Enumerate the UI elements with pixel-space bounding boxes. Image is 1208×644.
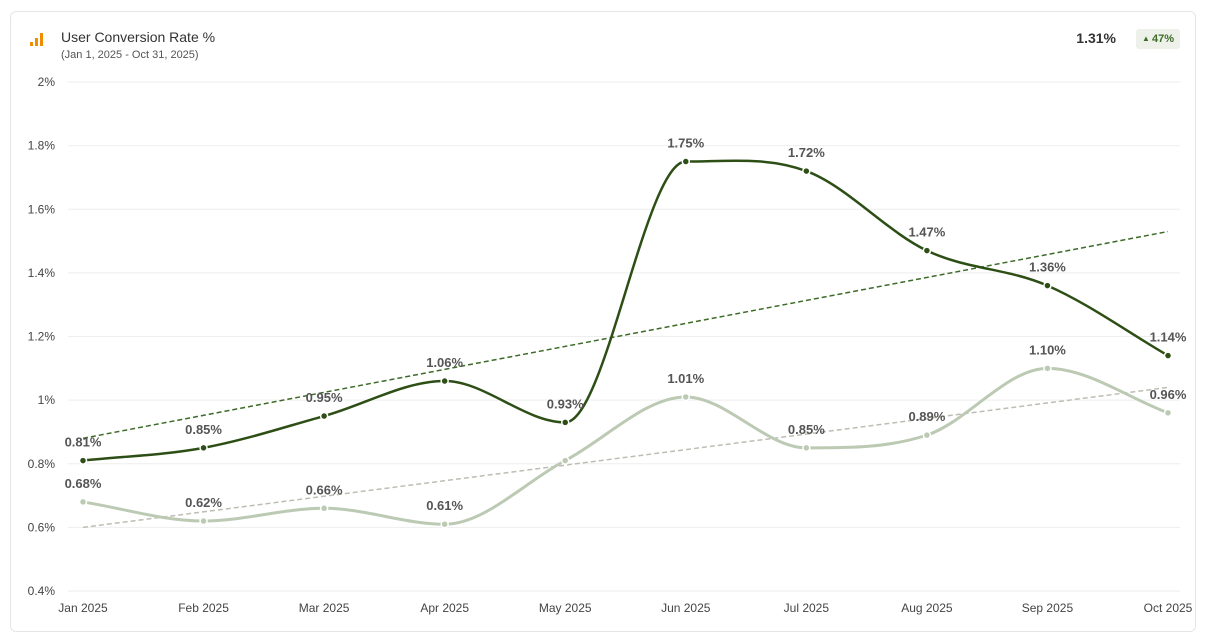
x-tick-label: May 2025 [539,601,592,615]
comparison-data-point [922,430,932,440]
y-tick-label: 0.6% [28,520,56,534]
comparison-data-label: 0.85% [788,422,825,437]
primary-data-label: 1.75% [667,136,704,151]
primary-data-point [319,411,329,421]
primary-data-point [922,246,932,255]
primary-data-label: 1.14% [1150,330,1187,345]
change-badge-value: 47% [1151,33,1174,45]
y-tick-label: 1.6% [28,202,56,216]
x-tick-label: Apr 2025 [420,601,469,615]
comparison-trendline [82,386,1169,529]
x-tick-label: Feb 2025 [178,601,229,615]
trend-up-icon: ▲ [1142,34,1150,43]
comparison-data-label: 1.10% [1029,342,1066,357]
primary-data-label: 0.93% [547,396,584,411]
chart-title: User Conversion Rate % [61,29,216,45]
primary-trendline [82,230,1169,440]
comparison-data-point [1043,364,1052,373]
x-tick-label: Aug 2025 [901,601,953,615]
primary-data-label: 1.36% [1029,260,1066,275]
comparison-data-point [681,392,691,402]
primary-data-label: 1.72% [788,145,825,160]
primary-data-point [440,376,449,386]
comparison-data-point [199,516,208,526]
change-badge: ▲ 47% [1136,29,1180,49]
comparison-data-label: 0.68% [65,476,102,491]
comparison-data-point [78,497,88,507]
primary-data-label: 0.81% [65,435,102,450]
chart-card [10,11,1196,632]
analytics-bar-icon [30,33,43,46]
primary-data-point [560,418,570,427]
y-tick-label: 2% [38,75,56,89]
comparison-data-point [440,519,449,529]
y-tick-label: 1.2% [28,330,56,344]
x-tick-label: Sep 2025 [1022,601,1074,615]
comparison-data-label: 0.96% [1150,387,1187,402]
y-tick-label: 0.8% [28,457,56,471]
comparison-series-line [81,366,1170,526]
summary-value: 1.31% [1076,30,1116,46]
comparison-data-point [560,456,570,465]
comparison-data-point [802,443,811,453]
comparison-data-point [1163,408,1173,418]
primary-data-point [681,157,691,166]
chart-date-range: (Jan 1, 2025 - Oct 31, 2025) [61,49,199,61]
x-tick-label: Jan 2025 [58,601,108,615]
x-tick-label: Jun 2025 [661,601,711,615]
primary-data-label: 1.47% [908,225,945,240]
comparison-data-point [319,504,329,513]
comparison-data-label: 1.01% [667,371,704,386]
primary-data-point [1163,351,1173,360]
comparison-data-label: 0.62% [185,495,222,510]
primary-data-point [1043,281,1052,290]
x-tick-label: Jul 2025 [784,601,830,615]
primary-data-label: 0.95% [306,390,343,405]
y-tick-label: 0.4% [28,584,56,598]
x-tick-label: Oct 2025 [1144,601,1193,615]
y-tick-label: 1.8% [28,139,56,153]
x-tick-label: Mar 2025 [299,601,350,615]
primary-data-point [199,443,208,453]
primary-data-label: 0.85% [185,422,222,437]
primary-series-line [81,159,1170,462]
y-tick-label: 1.4% [28,266,56,280]
y-tick-label: 1% [38,393,56,407]
comparison-data-label: 0.66% [306,482,343,497]
primary-data-point [802,166,811,176]
primary-data-label: 1.06% [426,355,463,370]
comparison-data-label: 0.89% [908,409,945,424]
primary-data-point [78,456,88,465]
comparison-data-label: 0.61% [426,498,463,513]
